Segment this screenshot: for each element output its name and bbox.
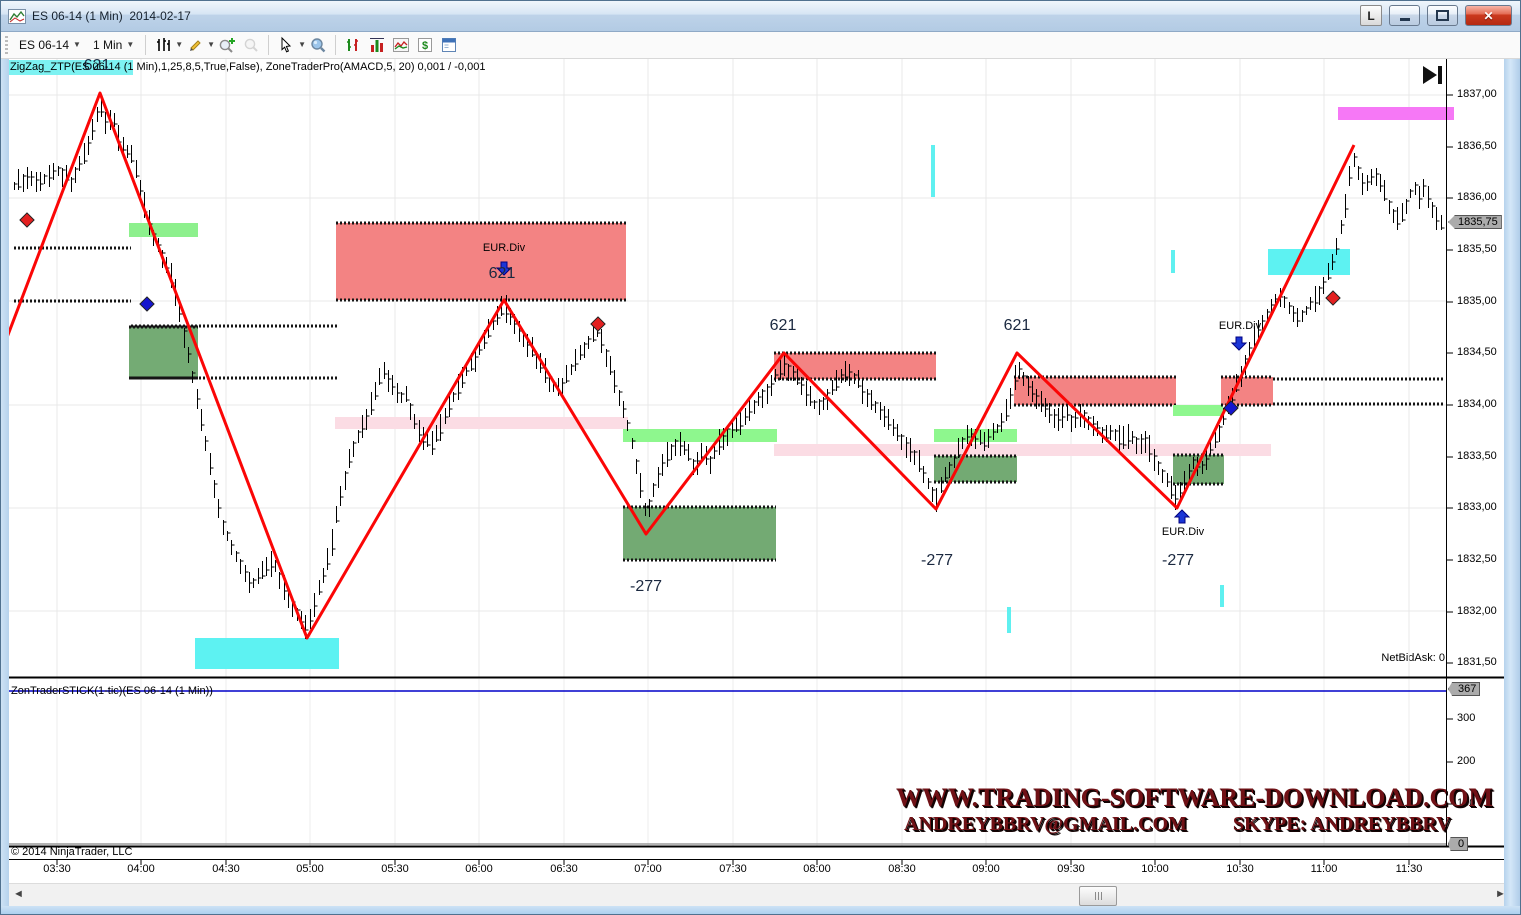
svg-text:$: $ (422, 40, 428, 52)
toolbar-separator (268, 34, 270, 55)
toolbar-separator (335, 34, 336, 55)
drawing-tools-button[interactable] (184, 34, 206, 56)
interval-selector[interactable]: 1 Min ▼ (87, 36, 140, 54)
window-title: ES 06-14 (1 Min) 2014-02-17 (32, 9, 191, 23)
pencil-icon (190, 39, 201, 51)
chart-window-icon (8, 8, 26, 24)
interval-label: 1 Min (92, 37, 123, 52)
horizontal-scrollbar[interactable] (9, 883, 1506, 909)
properties-button[interactable] (438, 34, 460, 56)
data-box-button[interactable] (307, 34, 329, 56)
play-to-end-icon (1423, 66, 1442, 84)
bar-type-icon (157, 37, 171, 51)
scroll-right-arrow[interactable]: ► (1495, 888, 1506, 900)
zoom-in-icon (219, 37, 236, 53)
copyright-label: © 2014 NinjaTrader, LLC (11, 846, 133, 858)
scroll-left-arrow[interactable]: ◄ (13, 888, 24, 900)
wave-icon (393, 37, 409, 52)
cursor-button[interactable] (275, 34, 297, 56)
minimize-icon (1399, 17, 1410, 21)
instrument-label: ES 06-14 (19, 37, 70, 52)
go-to-end-button[interactable] (1421, 64, 1445, 86)
panel-icon (442, 37, 456, 52)
toolbar-separator (145, 34, 147, 55)
price-axis[interactable] (1446, 58, 1506, 847)
regions-button[interactable] (390, 34, 412, 56)
restore-icon (1436, 10, 1449, 21)
indicator-label-highlight (7, 60, 133, 75)
cursor-icon (281, 36, 292, 52)
net-bid-ask-label: NetBidAsk: 0 (1381, 652, 1445, 664)
dollar-button[interactable]: $ (414, 34, 436, 56)
watermark-line2: ANDREYBBRV@GMAIL.COM SKYPE: ANDREYBBRV (904, 813, 1451, 836)
watermark-line1: WWW.TRADING-SOFTWARE-DOWNLOAD.COM (896, 783, 1494, 812)
watermark-skype: SKYPE: ANDREYBBRV (1232, 813, 1451, 835)
toolbar: ES 06-14 ▼ 1 Min ▼ ▼ ▼ ▼ (1, 31, 1520, 59)
window-border-right (1504, 58, 1520, 908)
bars-icon (347, 38, 358, 51)
window-border-left (1, 31, 9, 908)
volume-button[interactable] (366, 34, 388, 56)
zoom-in-button[interactable] (216, 34, 238, 56)
watermark-email: ANDREYBBRV@GMAIL.COM (904, 813, 1187, 835)
last-price-tag: 1835,75 (1448, 215, 1502, 229)
close-button[interactable]: ✕ (1465, 5, 1512, 26)
lower-indicator-label: ZonTraderSTICK(1-tic)(ES 06-14 (1 Min)) (11, 685, 213, 697)
chevron-down-icon: ▼ (73, 39, 81, 49)
zoom-out-icon (244, 38, 258, 52)
scrollbar-thumb[interactable] (1079, 886, 1117, 906)
chevron-down-icon[interactable]: ▼ (298, 39, 306, 49)
titlebar[interactable]: ES 06-14 (1 Min) 2014-02-17 L ✕ (1, 1, 1520, 32)
instrument-selector[interactable]: ES 06-14 ▼ (13, 36, 87, 54)
dollar-icon: $ (418, 37, 432, 52)
magnifier-icon (311, 37, 326, 52)
minimize-button[interactable] (1389, 5, 1420, 26)
restore-button[interactable] (1427, 5, 1458, 26)
link-button[interactable]: L (1360, 5, 1382, 26)
chevron-down-icon[interactable]: ▼ (207, 39, 216, 49)
zoom-out-button[interactable] (240, 34, 262, 56)
volume-icon (370, 37, 384, 52)
window-border-bottom (1, 906, 1520, 914)
indicator-label: ZigZag_ZTP(ES 06-14 (1 Min),1,25,8,5,Tru… (10, 61, 486, 73)
indicator-value-tag: 367 (1448, 682, 1481, 696)
chart-style-button[interactable] (342, 34, 364, 56)
indicator-zero-tag: 0 (1448, 837, 1469, 851)
chevron-down-icon: ▼ (126, 39, 135, 49)
bar-type-button[interactable] (152, 34, 174, 56)
chevron-down-icon[interactable]: ▼ (175, 39, 184, 49)
price-chart-panel[interactable] (9, 58, 1446, 677)
toolbar-grip[interactable] (5, 35, 8, 54)
indicator-panel[interactable] (9, 679, 1446, 846)
time-axis[interactable] (9, 847, 1506, 883)
